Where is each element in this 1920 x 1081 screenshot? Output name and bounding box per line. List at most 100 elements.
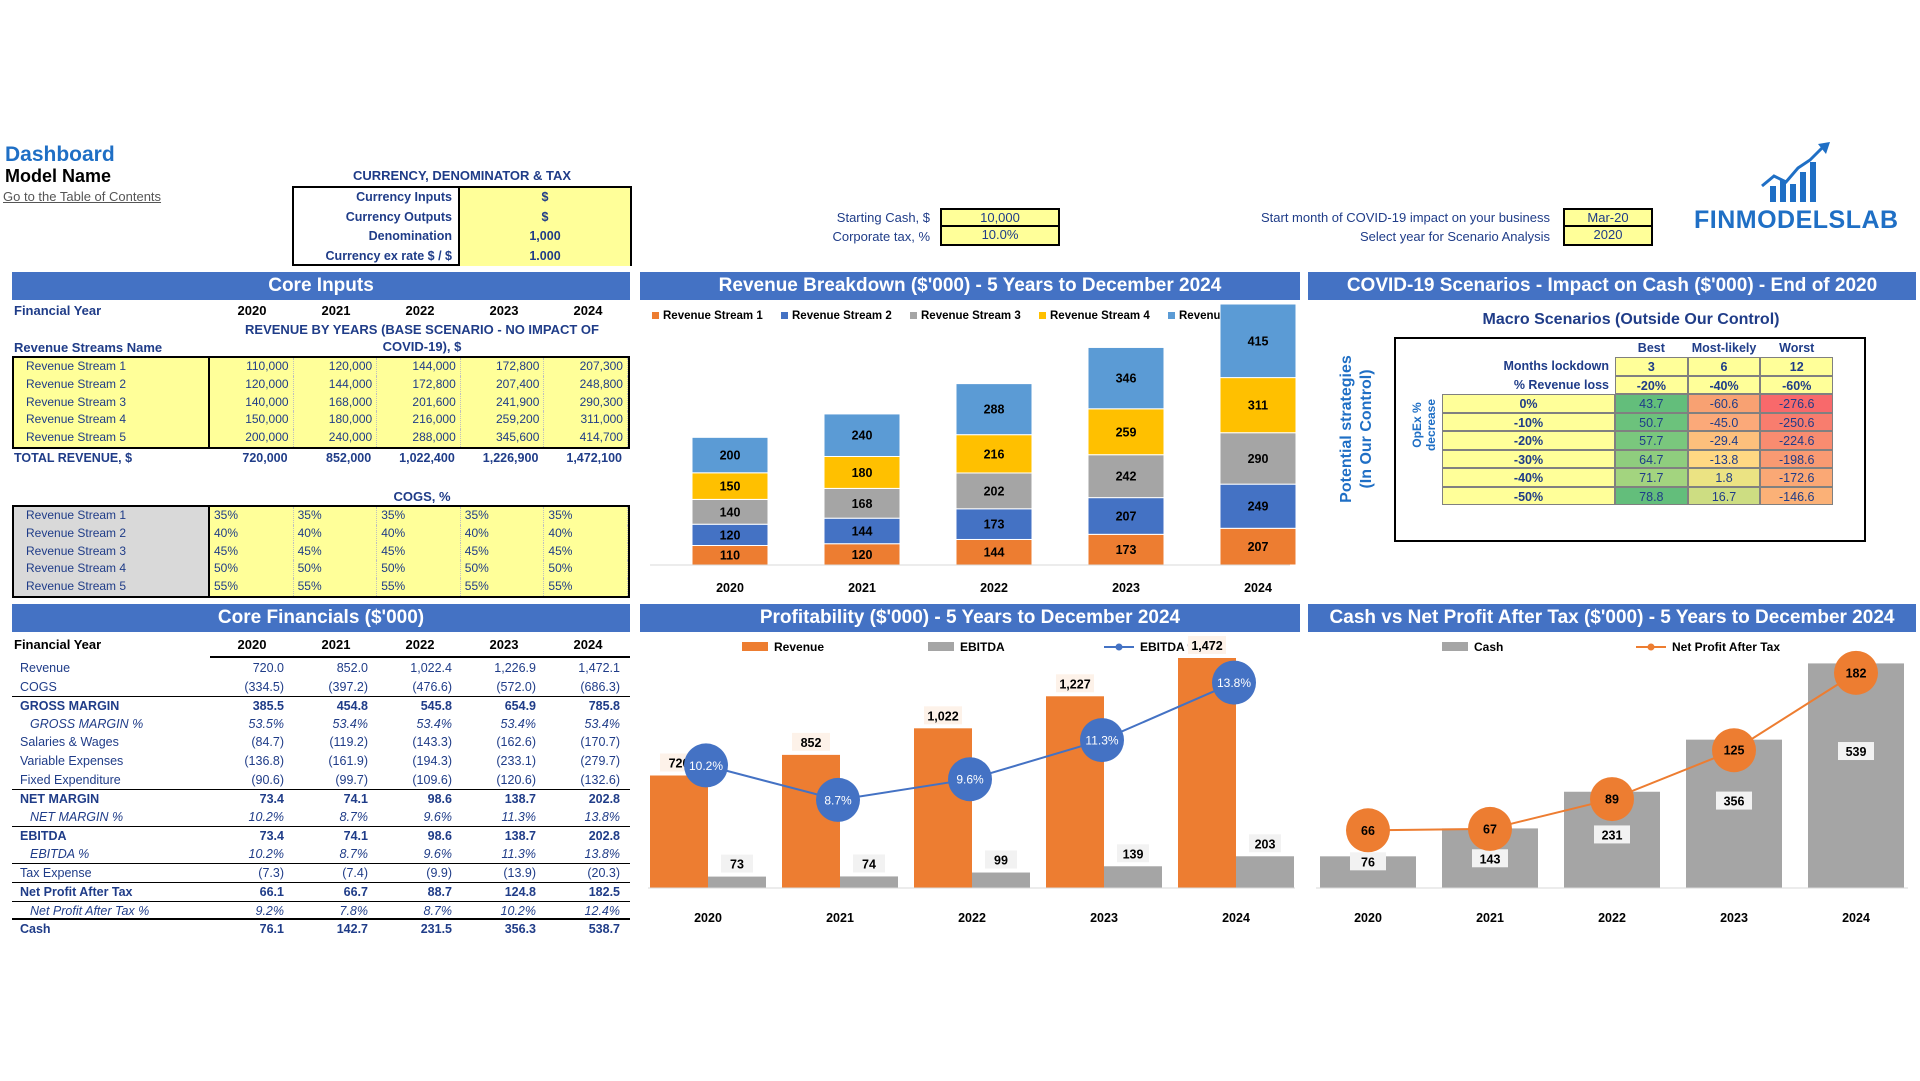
input-cell[interactable]: 207,400 (460, 375, 545, 394)
input-cell[interactable]: 150,000 (210, 411, 294, 430)
input-cell[interactable]: 259,200 (460, 411, 545, 430)
opex-level[interactable]: -50% (1442, 486, 1615, 505)
stream-name[interactable]: Revenue Stream 2 (14, 375, 210, 394)
input-cell[interactable]: 240,000 (293, 429, 378, 447)
revenue-input-table: Revenue Stream 1 110,000 120,000 144,000 172… (12, 356, 630, 449)
input-cell[interactable]: 50% (544, 560, 628, 579)
input-cell[interactable]: 40% (544, 524, 628, 543)
currency-row-value[interactable]: $ (460, 207, 630, 227)
stream-name[interactable]: Revenue Stream 1 (14, 507, 210, 525)
opex-level[interactable]: -40% (1442, 468, 1615, 487)
input-cell[interactable]: 216,000 (377, 411, 461, 430)
corp-tax-input[interactable]: 10.0% (940, 227, 1060, 246)
input-cell[interactable]: 120,000 (210, 375, 294, 394)
revenue-bar (782, 754, 840, 888)
input-cell[interactable]: 45% (460, 542, 545, 561)
scenario-param-cell[interactable]: -20% (1615, 375, 1688, 394)
stream-name[interactable]: Revenue Stream 3 (14, 393, 210, 412)
input-cell[interactable]: 35% (210, 507, 294, 525)
fin-row-label: Salaries & Wages (20, 735, 119, 750)
input-row: Revenue Stream 4 50% 50% 50% 50% 50% (14, 560, 628, 579)
opex-level[interactable]: -30% (1442, 449, 1615, 468)
input-cell[interactable]: 55% (544, 578, 628, 596)
scenario-cell: -60.6 (1687, 394, 1761, 413)
stream-name[interactable]: Revenue Stream 4 (14, 560, 210, 579)
legend-label: Net Profit After Tax (1672, 640, 1780, 654)
currency-row-value[interactable]: 1.000 (460, 246, 630, 266)
scenario-param-cell[interactable]: -40% (1687, 375, 1761, 394)
scenario-param-cell[interactable]: 12 (1760, 357, 1834, 376)
input-cell[interactable]: 55% (460, 578, 545, 596)
input-cell[interactable]: 288,000 (377, 429, 461, 447)
input-cell[interactable]: 201,600 (377, 393, 461, 412)
input-cell[interactable]: 45% (544, 542, 628, 561)
input-cell[interactable]: 120,000 (293, 358, 378, 376)
input-cell[interactable]: 50% (210, 560, 294, 579)
input-cell[interactable]: 345,600 (460, 429, 545, 447)
input-cell[interactable]: 35% (544, 507, 628, 525)
input-cell[interactable]: 140,000 (210, 393, 294, 412)
input-cell[interactable]: 40% (293, 524, 378, 543)
toc-link[interactable]: Go to the Table of Contents (3, 189, 162, 204)
scenario-box: OpEx % decrease Best Most-likely Worst Mon… (1394, 337, 1866, 542)
input-cell[interactable]: 172,800 (377, 375, 461, 394)
stack-segment (823, 517, 901, 545)
input-cell[interactable]: 110,000 (210, 358, 294, 376)
input-cell[interactable]: 45% (377, 542, 461, 561)
scenario-param-cell[interactable]: -60% (1760, 375, 1834, 394)
opex-level[interactable]: 0% (1442, 394, 1615, 413)
fin-cell: 10.2% (248, 809, 284, 824)
input-cell[interactable]: 35% (460, 507, 545, 525)
total-revenue-value: 1,022,400 (399, 451, 455, 465)
segment-label: 288 (984, 403, 1005, 417)
scenario-param-cell[interactable]: 3 (1615, 357, 1688, 376)
stream-name[interactable]: Revenue Stream 3 (14, 542, 210, 561)
covid-start-input[interactable]: Mar-20 (1563, 208, 1653, 227)
input-cell[interactable]: 172,800 (460, 358, 545, 376)
input-cell[interactable]: 168,000 (293, 393, 378, 412)
input-cell[interactable]: 207,300 (544, 358, 628, 376)
input-cell[interactable]: 40% (377, 524, 461, 543)
input-cell[interactable]: 241,900 (460, 393, 545, 412)
stream-name[interactable]: Revenue Stream 4 (14, 411, 210, 430)
input-cell[interactable]: 40% (460, 524, 545, 543)
input-cell[interactable]: 40% (210, 524, 294, 543)
year-header: 2020 (237, 303, 267, 318)
input-cell[interactable]: 248,800 (544, 375, 628, 394)
currency-row-value[interactable]: 1,000 (460, 227, 630, 247)
input-cell[interactable]: 55% (377, 578, 461, 596)
revenue-bar (914, 728, 972, 888)
fin-cell: 88.7 (427, 885, 452, 900)
input-cell[interactable]: 311,000 (544, 411, 628, 430)
scenario-param-cell[interactable]: 6 (1687, 357, 1761, 376)
opex-level[interactable]: -10% (1442, 412, 1615, 431)
input-cell[interactable]: 55% (210, 578, 294, 596)
scenario-cell: -146.6 (1760, 486, 1834, 505)
stream-name[interactable]: Revenue Stream 1 (14, 358, 210, 376)
stream-name[interactable]: Revenue Stream 2 (14, 524, 210, 543)
input-cell[interactable]: 45% (210, 542, 294, 561)
input-cell[interactable]: 45% (293, 542, 378, 561)
input-cell[interactable]: 55% (293, 578, 378, 596)
input-cell[interactable]: 290,300 (544, 393, 628, 412)
input-cell[interactable]: 144,000 (377, 358, 461, 376)
input-cell[interactable]: 50% (293, 560, 378, 579)
input-cell[interactable]: 50% (460, 560, 545, 579)
input-cell[interactable]: 180,000 (293, 411, 378, 430)
fin-cell: 53.4% (332, 716, 368, 731)
input-cell[interactable]: 144,000 (293, 375, 378, 394)
stream-name[interactable]: Revenue Stream 5 (14, 429, 210, 447)
revenue-label-box: 852 (792, 732, 830, 751)
input-cell[interactable]: 414,700 (544, 429, 628, 447)
opex-level[interactable]: -20% (1442, 431, 1615, 450)
input-cell[interactable]: 35% (377, 507, 461, 525)
starting-cash-input[interactable]: 10,000 (940, 208, 1060, 227)
stream-name[interactable]: Revenue Stream 5 (14, 578, 210, 596)
segment-label: 311 (1248, 399, 1268, 413)
fin-cell: 66.7 (343, 885, 368, 900)
currency-row-value[interactable]: $ (460, 188, 630, 208)
scenario-year-input[interactable]: 2020 (1563, 227, 1653, 246)
input-cell[interactable]: 35% (293, 507, 378, 525)
input-cell[interactable]: 50% (377, 560, 461, 579)
input-cell[interactable]: 200,000 (210, 429, 294, 447)
